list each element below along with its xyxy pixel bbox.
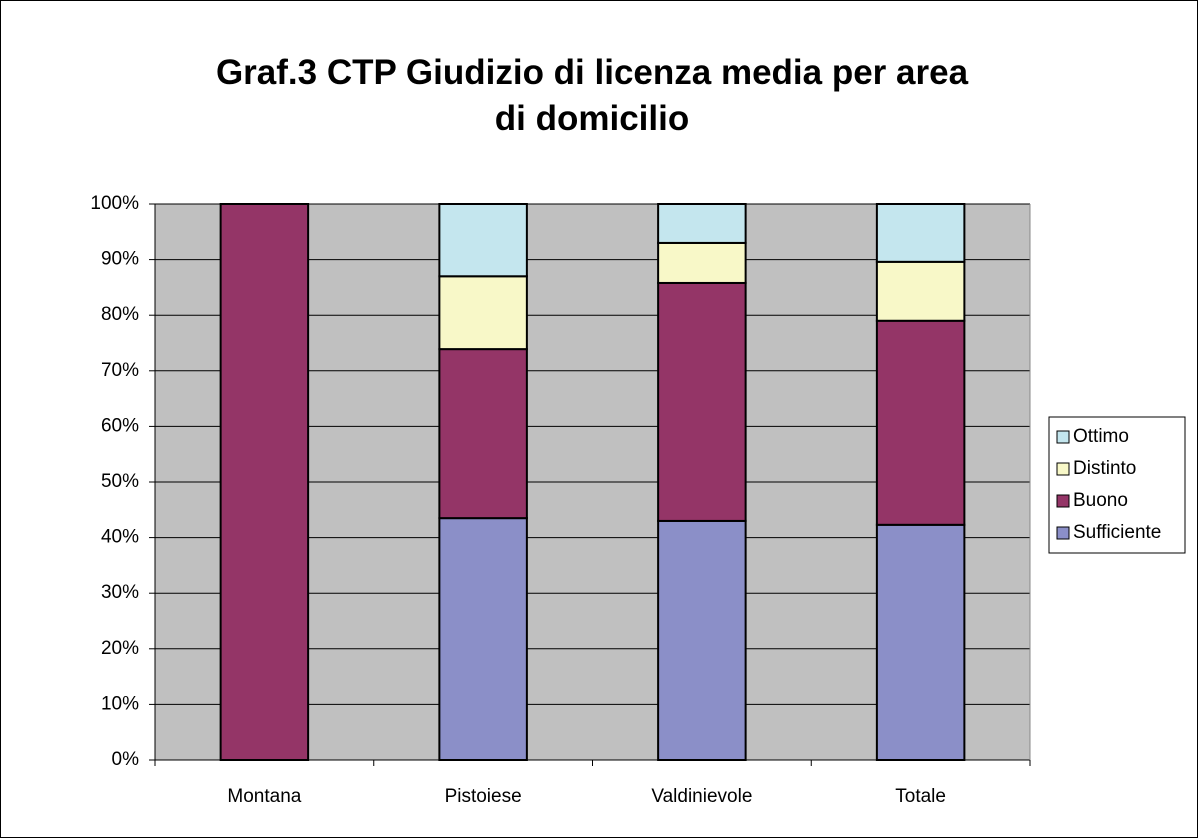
- bar-segment: [438, 203, 528, 278]
- y-tick-label: 100%: [90, 193, 139, 214]
- legend-label: Ottimo: [1073, 426, 1129, 447]
- legend-label: Sufficiente: [1073, 522, 1161, 543]
- bar-segment: [657, 241, 747, 284]
- bar-segment: [875, 523, 966, 762]
- legend-swatch: [1056, 430, 1070, 444]
- bar-segment: [657, 519, 747, 761]
- bar-segment: [657, 203, 747, 244]
- x-tick-label: Totale: [895, 786, 946, 807]
- y-tick-label: 60%: [101, 415, 139, 436]
- y-tick-label: 20%: [101, 638, 139, 659]
- bar-segment: [438, 517, 528, 762]
- y-tick-label: 50%: [101, 471, 139, 492]
- x-tick-label: Pistoiese: [445, 786, 522, 807]
- y-tick-label: 70%: [101, 360, 139, 381]
- x-tick-label: Montana: [227, 786, 301, 807]
- legend-label: Buono: [1073, 490, 1128, 511]
- bar-segment: [875, 260, 966, 322]
- y-tick-label: 30%: [101, 582, 139, 603]
- bar-segment: [657, 281, 747, 522]
- chart-title: Graf.3 CTP Giudizio di licenza media per…: [215, 53, 969, 138]
- legend-swatch: [1056, 526, 1070, 540]
- y-tick-label: 10%: [101, 693, 139, 714]
- bar-segment: [438, 348, 528, 520]
- y-tick-label: 0%: [112, 749, 140, 770]
- y-tick-label: 40%: [101, 527, 139, 548]
- legend-label: Distinto: [1073, 458, 1136, 479]
- legend-swatch: [1056, 462, 1070, 476]
- legend-swatch: [1056, 494, 1070, 508]
- y-tick-label: 80%: [101, 304, 139, 325]
- bar-segment: [219, 203, 310, 761]
- y-tick-label: 90%: [101, 249, 139, 270]
- bar-segment: [875, 203, 966, 263]
- bar-segment: [875, 319, 966, 526]
- x-tick-label: Valdinievole: [651, 786, 752, 807]
- legend-box: [1048, 416, 1186, 554]
- bar-segment: [438, 275, 528, 351]
